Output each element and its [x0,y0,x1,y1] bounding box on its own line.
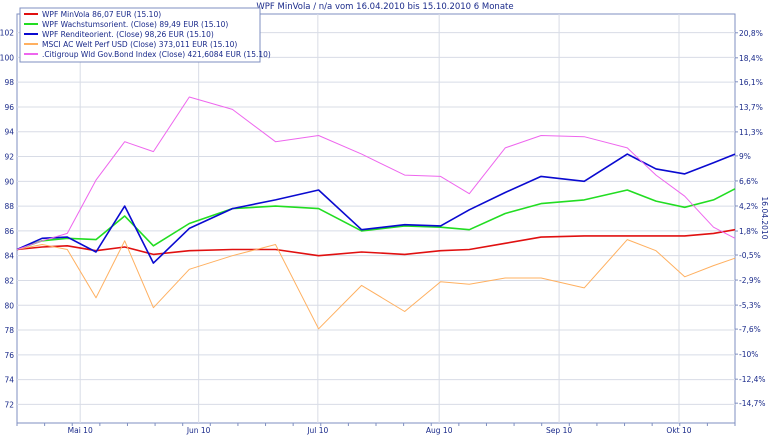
legend-entry-label: WPF MinVola 86,07 EUR (15.10) [42,10,161,19]
legend-box [19,7,261,63]
legend-entry-label: WPF Renditeorient. (Close) 98,26 EUR (15… [42,30,214,39]
legend: WPF MinVola 86,07 EUR (15.10)WPF Wachstu… [19,7,271,63]
x-tick-label: Jun 10 [186,426,211,435]
y-right-tick-label: 11,3% [739,128,763,137]
y-left-tick-label: 76 [4,351,14,360]
series-line-4 [16,239,736,330]
y-left-tick-label: 94 [4,128,14,137]
plot-frame [16,13,736,424]
y-right-tick-label: 4,2% [739,202,758,211]
legend-entry-label: WPF Wachstumsorient. (Close) 89,49 EUR (… [42,20,228,29]
y-left-tick-label: 80 [4,301,14,310]
y-left-tick-label: 72 [4,400,14,409]
y-left-tick-label: 96 [4,103,14,112]
y-left-tick-label: 90 [4,177,14,186]
x-tick-label: Jul 10 [306,426,328,435]
x-tick-label: Sep 10 [546,426,572,435]
legend-entry-label: .Citigroup Wld Gov.Bond Index (Close) 42… [42,50,271,59]
y-left-tick-label: 102 [0,29,14,38]
y-right-tick-label: 18,4% [739,54,763,63]
y-right-tick-label: 1,8% [739,227,758,236]
y-right-tick-label: -0,5% [739,251,761,260]
y-right-tick-label: -5,3% [739,301,761,310]
y-left-tick-label: 74 [4,376,14,385]
y-right-tick-label: -14,7% [739,399,766,408]
y-right-tick-label: 13,7% [739,103,763,112]
y-left-tick-label: 84 [4,252,14,261]
y-left-tick-label: 82 [4,276,14,285]
series-line-5 [16,96,736,250]
series-line-1 [16,228,736,257]
y-right-tick-label: -12,4% [739,375,766,384]
y-left-tick-label: 92 [4,153,14,162]
y-right-tick-label: 20,8% [739,29,763,38]
y-left-tick-label: 86 [4,227,14,236]
y-right-tick-label: 9% [739,152,751,161]
x-tick-label: Aug 10 [426,426,453,435]
y-left-tick-label: 88 [4,202,14,211]
y-right-tick-label: -2,9% [739,276,761,285]
y-right-tick-label: 16,1% [739,78,763,87]
y-left-tick-label: 100 [0,53,14,62]
series-lines [16,96,736,330]
y-right-tick-label: -10% [739,350,758,359]
chart-title: WPF MinVola / n/a vom 16.04.2010 bis 15.… [256,2,513,12]
axes: 72 74 76 78 80 82 84 86 88 90 92 94 96 98 100 102 -14,7%… [0,29,766,435]
x-tick-label: Okt 10 [666,426,691,435]
y-right-tick-label: 6,6% [739,177,758,186]
y-left-tick-label: 78 [4,326,14,335]
x-tick-label: Mai 10 [68,426,93,435]
y-left-tick-label: 98 [4,78,14,87]
legend-entry-label: MSCI AC Welt Perf USD (Close) 373,011 EU… [42,40,237,49]
right-axis-title: 16.04.2010 [760,197,769,240]
y-right-tick-label: -7,6% [739,325,761,334]
